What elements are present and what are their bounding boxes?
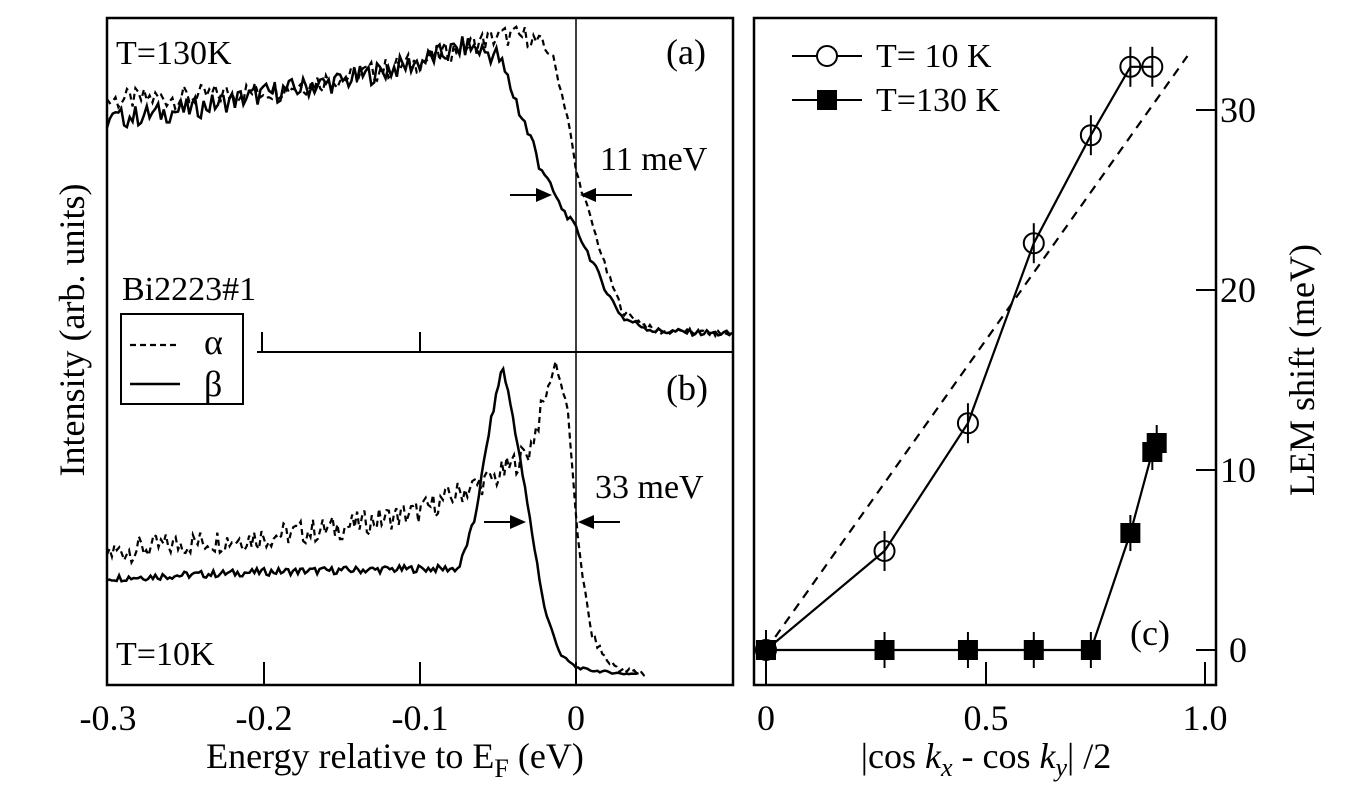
panel-b-beta-curve xyxy=(106,365,639,676)
left-y-axis-label: Intensity (arb. units) xyxy=(52,184,92,477)
series-10k-line xyxy=(765,65,1153,651)
gap-arrows-a xyxy=(510,188,632,202)
panel-b-alpha-curve xyxy=(105,361,647,677)
data-point-130k xyxy=(1146,433,1167,453)
x-tick-label: -0.1 xyxy=(392,698,449,738)
legend-130k-marker xyxy=(817,90,837,110)
data-point-130k xyxy=(756,640,776,660)
data-point-10k xyxy=(1119,55,1142,78)
panel-c-plot xyxy=(755,46,1189,670)
panel-a-temperature: T=130K xyxy=(116,35,232,72)
left-x-axis-label: Energy relative to EF (eV) xyxy=(206,736,584,783)
c-x-tick-label: 0 xyxy=(757,698,775,738)
data-point-10k xyxy=(1141,55,1164,78)
series-130k-line xyxy=(766,442,1158,652)
legend-beta-label: β xyxy=(204,364,222,404)
panel-a-gap-label: 11 meV xyxy=(600,141,708,178)
data-point-10k xyxy=(956,412,979,435)
left-panel: α β T=130K (a) 11 meV Bi2223#1 (b) 33 me… xyxy=(52,16,735,783)
panel-b-gap-label: 33 meV xyxy=(595,469,704,506)
c-x-tick-label: 0.5 xyxy=(964,698,1009,738)
data-point-130k xyxy=(874,640,895,660)
c-y-tick-label: 20 xyxy=(1220,270,1256,310)
c-y-tick-label: 0 xyxy=(1229,630,1247,670)
linear-fit-line xyxy=(765,55,1189,651)
data-point-130k xyxy=(1080,640,1101,660)
panel-b-label: (b) xyxy=(666,368,708,408)
sample-label: Bi2223#1 xyxy=(122,271,256,308)
legend-130k-label: T=130 K xyxy=(876,82,1000,119)
x-tick-label: -0.3 xyxy=(80,698,137,738)
data-point-130k xyxy=(1023,640,1044,660)
right-panel: T= 10 K T=130 K (c) 0 0.5 1.0 0 10 20 30… xyxy=(752,16,1322,782)
panel-a-beta-curve xyxy=(105,36,733,338)
panel-c-label: (c) xyxy=(1130,613,1170,653)
c-y-axis-label: LEM shift (meV) xyxy=(1282,244,1322,496)
panel-a-label: (a) xyxy=(666,32,706,72)
gap-arrows-b xyxy=(484,515,620,529)
c-x-tick-label: 1.0 xyxy=(1183,698,1228,738)
panel-b-temperature: T=10K xyxy=(116,636,215,673)
x-tick-label: 0 xyxy=(567,698,585,738)
c-y-tick-label: 30 xyxy=(1220,90,1256,130)
c-y-tick-label: 10 xyxy=(1220,450,1256,490)
legend-10k-label: T= 10 K xyxy=(876,38,992,75)
data-point-10k xyxy=(1022,232,1045,255)
data-point-10k xyxy=(873,540,896,562)
data-point-10k xyxy=(1079,124,1102,147)
legend-box xyxy=(120,313,244,405)
data-point-130k xyxy=(1120,523,1141,543)
legend-alpha-label: α xyxy=(204,322,223,362)
legend-10k-marker xyxy=(816,45,838,67)
data-point-130k xyxy=(957,640,978,660)
x-tick-label: -0.2 xyxy=(236,698,293,738)
c-x-axis-label: |cos kx - cos ky| /2 xyxy=(861,736,1111,782)
